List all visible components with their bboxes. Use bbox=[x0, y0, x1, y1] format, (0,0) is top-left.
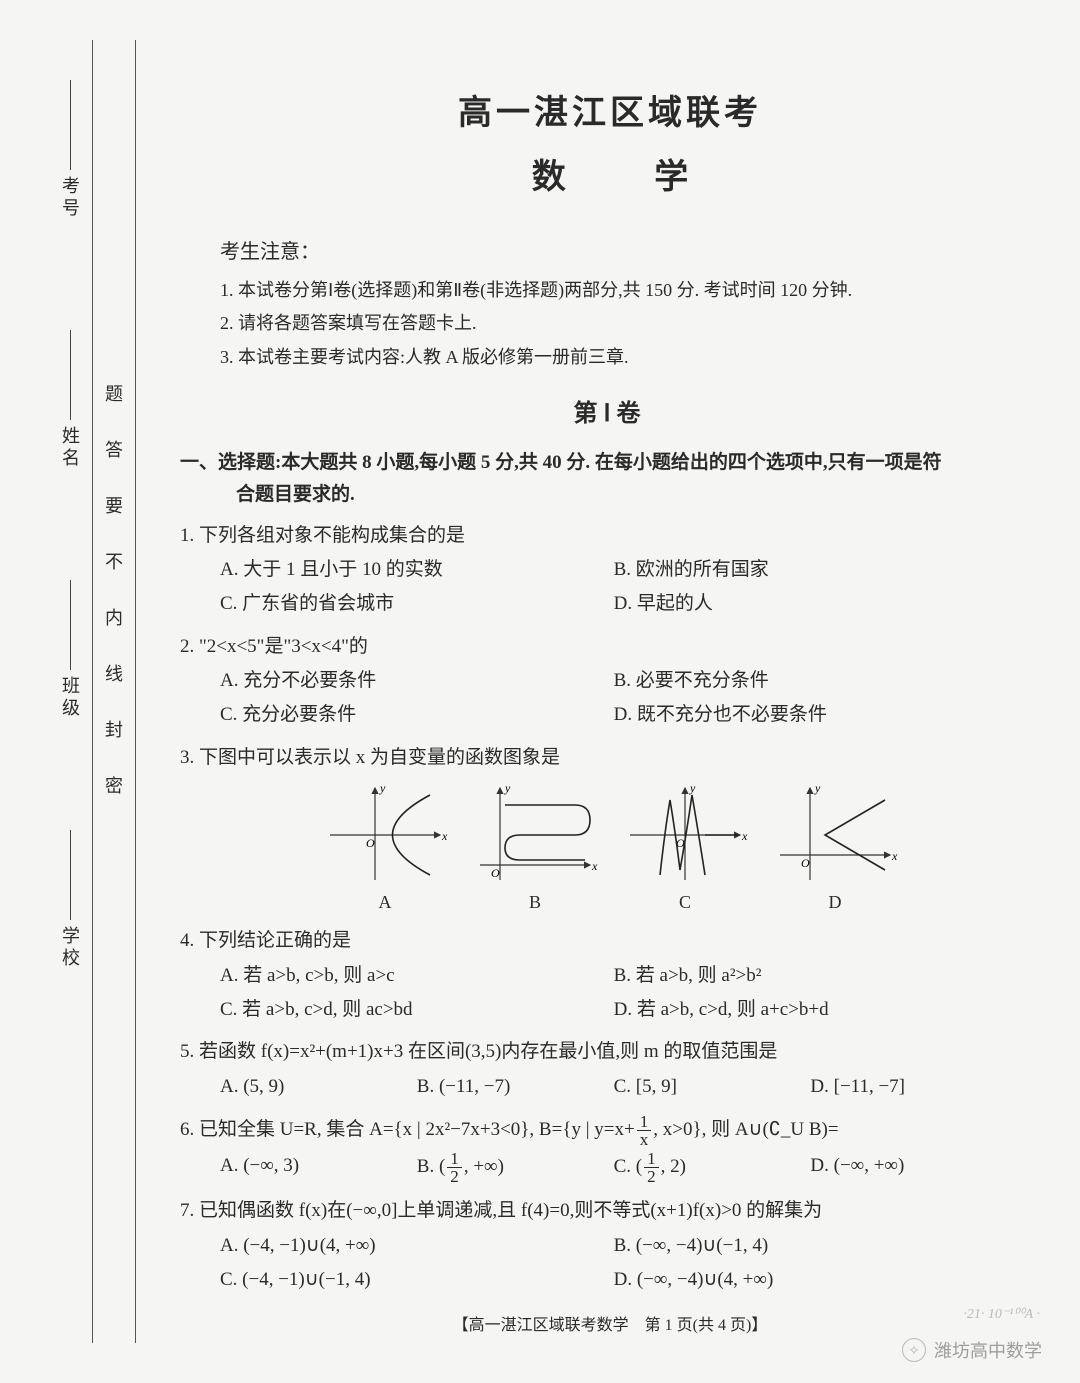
watermark-text: 潍坊高中数学 bbox=[934, 1337, 1042, 1363]
graph-b: x y O B bbox=[470, 780, 600, 918]
question-1: 1. 下列各组对象不能构成集合的是 A. 大于 1 且小于 10 的实数 B. … bbox=[180, 520, 1040, 623]
q5-opt-b: B. (−11, −7) bbox=[417, 1071, 614, 1103]
svg-text:O: O bbox=[366, 836, 375, 850]
seal-char: 答 bbox=[105, 436, 123, 462]
q4-opt-b: B. 若 a>b, 则 a²>b² bbox=[614, 960, 1008, 992]
q1-opt-b: B. 欧洲的所有国家 bbox=[614, 554, 1008, 586]
seal-char: 封 bbox=[105, 716, 123, 742]
section-1-instruction: 一、选择题:本大题共 8 小题,每小题 5 分,共 40 分. 在每小题给出的四… bbox=[180, 447, 1040, 512]
q2-stem: 2. "2<x<5"是"3<x<4"的 bbox=[180, 631, 1040, 663]
q6-stem: 6. 已知全集 U=R, 集合 A={x | 2x²−7x+3<0}, B={y… bbox=[180, 1113, 1040, 1148]
svg-text:y: y bbox=[379, 781, 386, 795]
q6-opt-d: D. (−∞, +∞) bbox=[810, 1150, 1007, 1185]
field-exam-number: 考号 bbox=[57, 176, 83, 220]
q6-stem-pre: 6. 已知全集 U=R, 集合 A={x | 2x²−7x+3<0}, B={y… bbox=[180, 1119, 635, 1140]
q4-opt-a: A. 若 a>b, c>b, 则 a>c bbox=[220, 960, 614, 992]
q4-opt-d: D. 若 a>b, c>d, 则 a+c>b+d bbox=[614, 994, 1008, 1026]
q7-opt-a: A. (−4, −1)∪(4, +∞) bbox=[220, 1230, 614, 1262]
q2-opt-c: C. 充分必要条件 bbox=[220, 699, 614, 731]
field-class: 班级 bbox=[57, 676, 83, 720]
q4-stem: 4. 下列结论正确的是 bbox=[180, 925, 1040, 957]
seal-char: 题 bbox=[105, 380, 123, 406]
q6-opt-c: C. (12, 2) bbox=[614, 1150, 811, 1185]
q2-opt-d: D. 既不充分也不必要条件 bbox=[614, 699, 1008, 731]
q1-stem: 1. 下列各组对象不能构成集合的是 bbox=[180, 520, 1040, 552]
field-name: 姓名 bbox=[57, 426, 83, 470]
margin-rule-2 bbox=[135, 40, 136, 1343]
watermark: ✧ 潍坊高中数学 bbox=[902, 1337, 1042, 1363]
section-1-head: 第Ⅰ卷 bbox=[180, 394, 1040, 435]
seal-line-text: 题 答 要 不 内 线 封 密 bbox=[100, 380, 128, 798]
question-7: 7. 已知偶函数 f(x)在(−∞,0]上单调递减,且 f(4)=0,则不等式(… bbox=[180, 1195, 1040, 1298]
q6-stem-post: , x>0}, 则 A∪(∁_U B)= bbox=[653, 1119, 838, 1140]
question-3: 3. 下图中可以表示以 x 为自变量的函数图象是 x y O A bbox=[180, 742, 1040, 918]
q1-opt-a: A. 大于 1 且小于 10 的实数 bbox=[220, 554, 614, 586]
graph-b-label: B bbox=[529, 887, 541, 918]
svg-text:x: x bbox=[741, 829, 748, 843]
exam-title: 高一湛江区域联考 bbox=[180, 85, 1040, 143]
seal-char: 内 bbox=[105, 604, 123, 630]
question-2: 2. "2<x<5"是"3<x<4"的 A. 充分不必要条件 B. 必要不充分条… bbox=[180, 631, 1040, 734]
q2-opt-a: A. 充分不必要条件 bbox=[220, 665, 614, 697]
graph-d-label: D bbox=[829, 887, 842, 918]
faded-print-mark: ·21· 10⁻¹⁰⁰A · bbox=[963, 1306, 1040, 1323]
q7-opt-c: C. (−4, −1)∪(−1, 4) bbox=[220, 1264, 614, 1296]
svg-text:x: x bbox=[591, 859, 598, 873]
q3-stem: 3. 下图中可以表示以 x 为自变量的函数图象是 bbox=[180, 742, 1040, 774]
question-6: 6. 已知全集 U=R, 集合 A={x | 2x²−7x+3<0}, B={y… bbox=[180, 1113, 1040, 1187]
seal-char: 线 bbox=[105, 660, 123, 686]
q7-opt-b: B. (−∞, −4)∪(−1, 4) bbox=[614, 1230, 1008, 1262]
q4-opt-c: C. 若 a>b, c>d, 则 ac>bd bbox=[220, 994, 614, 1026]
watermark-icon: ✧ bbox=[902, 1338, 926, 1362]
svg-text:x: x bbox=[891, 849, 898, 863]
question-5: 5. 若函数 f(x)=x²+(m+1)x+3 在区间(3,5)内存在最小值,则… bbox=[180, 1036, 1040, 1105]
seal-char: 不 bbox=[105, 548, 123, 574]
question-4: 4. 下列结论正确的是 A. 若 a>b, c>b, 则 a>c B. 若 a>… bbox=[180, 925, 1040, 1028]
notice-item: 3. 本试卷主要考试内容:人教 A 版必修第一册前三章. bbox=[220, 342, 1040, 373]
field-school: 学校 bbox=[57, 926, 83, 970]
exam-content: 高一湛江区域联考 数 学 考生注意： 1. 本试卷分第Ⅰ卷(选择题)和第Ⅱ卷(非… bbox=[150, 0, 1080, 1383]
q2-opt-b: B. 必要不充分条件 bbox=[614, 665, 1008, 697]
q7-opt-d: D. (−∞, −4)∪(4, +∞) bbox=[614, 1264, 1008, 1296]
q5-opt-a: A. (5, 9) bbox=[220, 1071, 417, 1103]
svg-text:y: y bbox=[814, 781, 821, 795]
binding-margin: 考号 姓名 班级 学校 题 答 要 不 内 线 封 密 bbox=[0, 0, 150, 1383]
svg-text:x: x bbox=[441, 829, 448, 843]
q6-opt-b: B. (12, +∞) bbox=[417, 1150, 614, 1185]
q7-stem: 7. 已知偶函数 f(x)在(−∞,0]上单调递减,且 f(4)=0,则不等式(… bbox=[180, 1195, 1040, 1227]
student-info-column: 考号 姓名 班级 学校 bbox=[55, 80, 85, 970]
svg-text:O: O bbox=[801, 856, 810, 870]
notice-heading: 考生注意： bbox=[220, 235, 1040, 269]
page-footer: 【高一湛江区域联考数学 第 1 页(共 4 页)】 bbox=[180, 1312, 1040, 1339]
graph-c-label: C bbox=[679, 887, 691, 918]
graph-c: x y O C bbox=[620, 780, 750, 918]
svg-text:y: y bbox=[689, 781, 696, 795]
q5-opt-c: C. [5, 9] bbox=[614, 1071, 811, 1103]
svg-text:y: y bbox=[504, 781, 511, 795]
q3-graphs: x y O A x y O bbox=[180, 780, 1040, 918]
notice-item: 1. 本试卷分第Ⅰ卷(选择题)和第Ⅱ卷(非选择题)两部分,共 150 分. 考试… bbox=[220, 275, 1040, 306]
graph-d: x y O D bbox=[770, 780, 900, 918]
seal-char: 密 bbox=[105, 772, 123, 798]
q1-opt-d: D. 早起的人 bbox=[614, 588, 1008, 620]
q5-stem: 5. 若函数 f(x)=x²+(m+1)x+3 在区间(3,5)内存在最小值,则… bbox=[180, 1036, 1040, 1068]
seal-char: 要 bbox=[105, 492, 123, 518]
svg-text:O: O bbox=[491, 866, 500, 880]
q1-opt-c: C. 广东省的省会城市 bbox=[220, 588, 614, 620]
notice-item: 2. 请将各题答案填写在答题卡上. bbox=[220, 308, 1040, 339]
graph-a-label: A bbox=[379, 887, 392, 918]
margin-rule-1 bbox=[92, 40, 93, 1343]
q5-opt-d: D. [−11, −7] bbox=[810, 1071, 1007, 1103]
graph-a: x y O A bbox=[320, 780, 450, 918]
q6-opt-a: A. (−∞, 3) bbox=[220, 1150, 417, 1185]
exam-subject: 数 学 bbox=[180, 149, 1040, 207]
instruction-line: 一、选择题:本大题共 8 小题,每小题 5 分,共 40 分. 在每小题给出的四… bbox=[180, 452, 942, 473]
instruction-line: 合题目要求的. bbox=[180, 479, 1040, 511]
